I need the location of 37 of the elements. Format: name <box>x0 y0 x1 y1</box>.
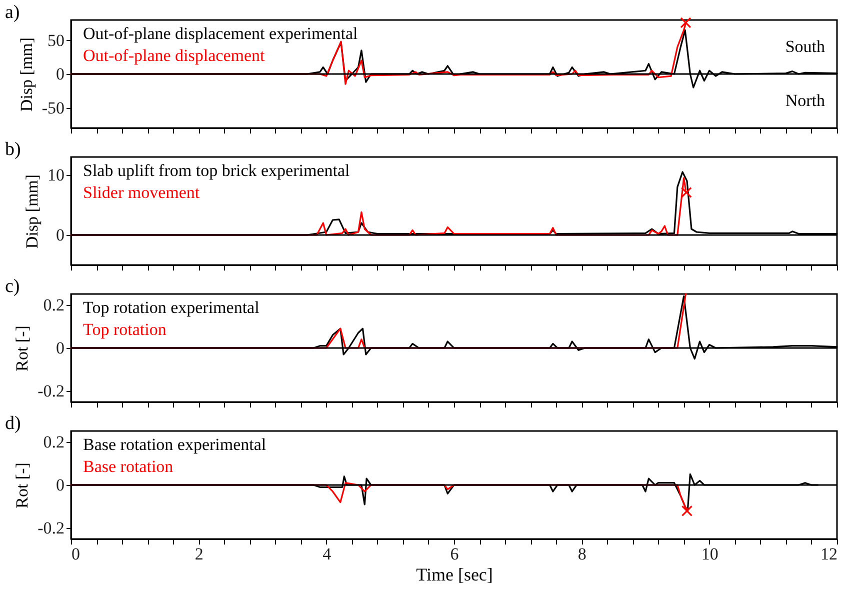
y-axis-title: Disp [mm] <box>16 37 36 112</box>
annotation: North <box>785 91 826 110</box>
y-tick-label: 0 <box>56 476 64 494</box>
x-tick-label: 10 <box>701 544 718 564</box>
x-tick-label: 2 <box>194 544 204 564</box>
y-tick-label: -0.2 <box>38 382 64 401</box>
x-tick-label: 0 <box>72 544 80 564</box>
series-label: Slider movement <box>83 183 200 202</box>
x-tick-label: 6 <box>450 544 459 564</box>
chart-title: c) <box>5 276 20 297</box>
x-tick-label: 12 <box>820 544 838 564</box>
y-tick-label: 0.2 <box>43 432 64 452</box>
y-tick-label: -0.2 <box>38 518 64 538</box>
text: Slab uplift from top brick experimental <box>83 161 350 180</box>
x-tick-label: 4 <box>322 544 332 564</box>
chart-title: b) <box>5 139 21 160</box>
x-axis-title: Time [sec] <box>416 564 493 584</box>
y-tick-label: 0 <box>56 338 64 358</box>
y-tick-label: 0 <box>56 226 64 244</box>
chart-title: a) <box>5 2 20 23</box>
x-tick-label: 8 <box>578 544 586 564</box>
y-axis-title: Rot [-] <box>12 326 32 372</box>
series-label: Top rotation experimental <box>83 298 260 317</box>
series-label: Out-of-plane displacement experimental <box>83 24 358 43</box>
y-tick-label: 50 <box>48 30 64 50</box>
y-tick-label: 0.2 <box>43 295 64 314</box>
series-label: Base rotation experimental <box>83 435 266 454</box>
chart-title: d) <box>5 413 21 434</box>
annotation: South <box>785 37 826 56</box>
series-label: Out-of-plane displacement <box>83 46 266 65</box>
series-label: Top rotation <box>83 320 167 339</box>
y-tick-label: 0 <box>56 64 64 84</box>
y-axis-title: Rot [-] <box>12 462 32 508</box>
y-tick-label: 10 <box>48 166 64 184</box>
series-label: Base rotation <box>83 457 174 476</box>
y-tick-label: -50 <box>42 98 64 118</box>
y-axis-title: Disp [mm] <box>22 174 42 249</box>
